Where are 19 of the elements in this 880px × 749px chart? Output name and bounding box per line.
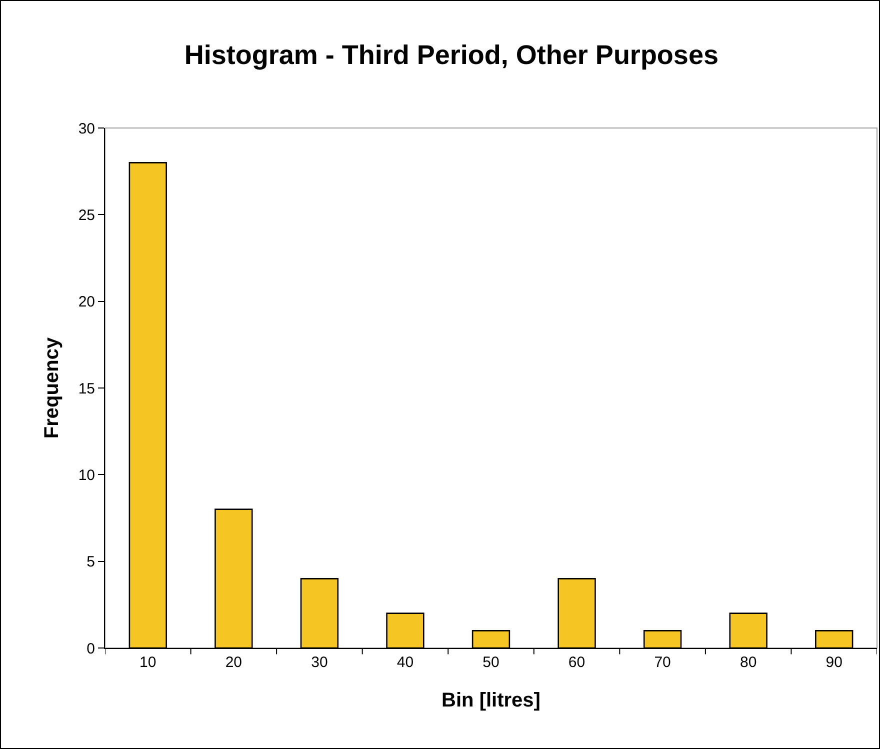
y-tick-label: 20 bbox=[78, 294, 95, 311]
y-tick-label: 10 bbox=[78, 466, 95, 484]
x-tick-label: 30 bbox=[311, 654, 328, 671]
x-axis-title: Bin [litres] bbox=[442, 690, 540, 712]
y-tick-label: 5 bbox=[86, 554, 95, 571]
y-axis-title: Frequency bbox=[40, 336, 63, 439]
x-tick-label: 90 bbox=[826, 654, 842, 671]
y-tick-label: 30 bbox=[78, 120, 95, 138]
x-tick-label: 60 bbox=[568, 654, 586, 671]
x-tick-label: 10 bbox=[140, 654, 156, 671]
x-tick-label: 20 bbox=[225, 654, 242, 671]
x-tick-label: 40 bbox=[396, 654, 414, 671]
y-tick-label: 0 bbox=[86, 640, 95, 658]
x-tick-label: 70 bbox=[654, 654, 671, 671]
chart-title: Histogram - Third Period, Other Purposes bbox=[184, 40, 718, 70]
x-tick-label: 80 bbox=[740, 654, 757, 671]
y-tick-label: 15 bbox=[78, 380, 95, 398]
x-tick-label: 50 bbox=[482, 654, 500, 671]
y-tick-label: 25 bbox=[78, 206, 95, 224]
